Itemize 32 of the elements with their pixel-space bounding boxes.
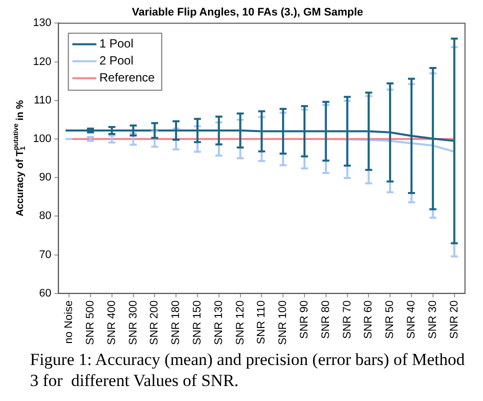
x-tick-label: SNR 400 [106, 300, 118, 346]
x-tick-label: SNR 120 [234, 300, 246, 346]
y-tick-label: 130 [32, 17, 52, 30]
x-tick-label: SNR 80 [320, 300, 332, 339]
x-tick-label: SNR 60 [362, 300, 375, 339]
x-tick-label: SNR 40 [406, 300, 418, 339]
x-tick-label: SNR 300 [127, 300, 140, 346]
chart-title: Variable Flip Angles, 10 FAs (3.), GM Sample [132, 6, 364, 19]
x-tick-label: SNR 50 [384, 300, 396, 339]
legend-label: Reference [99, 70, 156, 85]
y-tick-label: 100 [32, 133, 52, 146]
x-tick-label: SNR 150 [192, 300, 204, 346]
caption: Figure 1: Accuracy (mean) and precision (error bars) of Method 3 for different Values of SNR. [30, 349, 466, 391]
x-tick-label: SNR 200 [148, 300, 161, 346]
y-tick-label: 90 [39, 172, 52, 184]
x-tick-label: SNR 70 [341, 300, 354, 339]
y-tick-label: 120 [32, 56, 52, 68]
y-tick-label: 110 [34, 94, 52, 106]
x-tick-label: SNR 110 [256, 300, 268, 344]
legend-label: 2 Pool [99, 54, 134, 68]
y-tick-label: 80 [39, 210, 52, 222]
x-tick-label: SNR 90 [298, 300, 311, 339]
x-tick-label: SNR 500 [84, 300, 96, 346]
y-tick-label: 70 [39, 248, 52, 261]
x-tick-label: no Noise [63, 300, 76, 344]
legend-label: 1 Pool [99, 36, 134, 51]
y-tick-label: 60 [39, 287, 52, 300]
x-tick-label: SNR 180 [170, 300, 182, 346]
x-tick-label: SNR 100 [277, 300, 290, 346]
x-tick-label: SNR 20 [448, 300, 460, 339]
x-tick-label: SNR 30 [426, 300, 439, 339]
x-tick-label: SNR 130 [212, 300, 225, 346]
